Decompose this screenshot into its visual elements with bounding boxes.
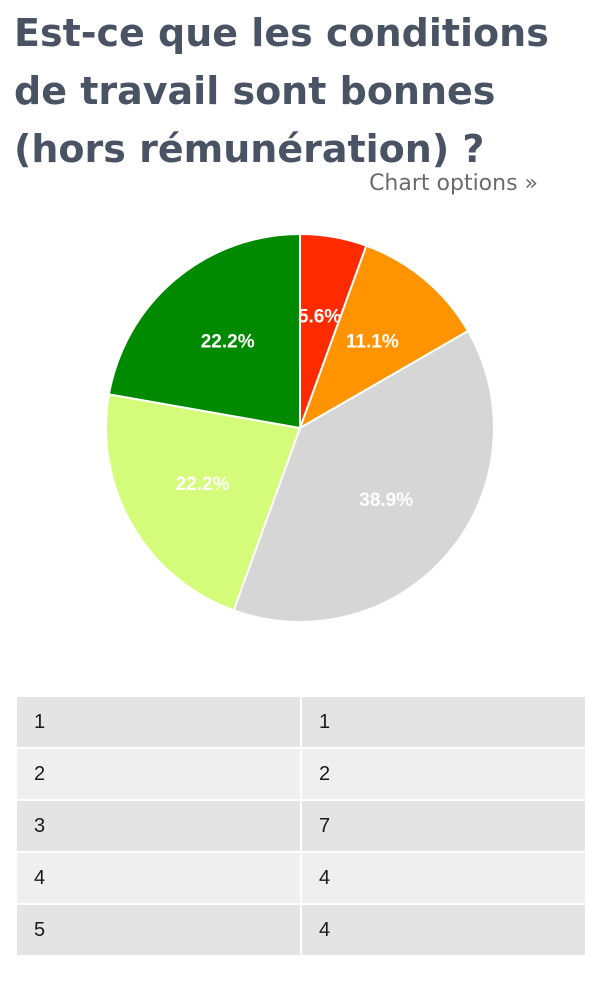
table-row: 1 1 — [15, 695, 587, 749]
pie-label-5: 22.2% — [201, 331, 255, 352]
table-row: 5 4 — [15, 903, 587, 957]
pie-label-4: 22.2% — [176, 474, 230, 495]
pie-slice-2[interactable] — [298, 244, 470, 431]
pie-label-2: 11.1% — [346, 331, 399, 352]
chart-options-link[interactable]: Chart options » — [369, 171, 538, 196]
table-cell: 4 — [300, 851, 587, 905]
table-cell: 4 — [300, 903, 587, 957]
table-cell: 7 — [300, 799, 587, 853]
table-cell: 1 — [15, 695, 302, 749]
pie-slice-5[interactable] — [107, 232, 301, 430]
pie-slice-3[interactable] — [232, 329, 495, 623]
table-row: 4 4 — [15, 851, 587, 905]
pie-slice-4[interactable] — [105, 393, 302, 612]
page-title: Est-ce que les conditions de travail son… — [14, 11, 549, 171]
data-table: 1 1 2 2 3 7 4 4 5 4 — [15, 695, 587, 957]
table-cell: 1 — [300, 695, 587, 749]
table-cell: 5 — [15, 903, 302, 957]
table-cell: 2 — [15, 747, 302, 801]
table-row: 3 7 — [15, 799, 587, 853]
pie-label-1: 5.6% — [298, 307, 341, 328]
table-cell: 2 — [300, 747, 587, 801]
table-row: 2 2 — [15, 747, 587, 801]
table-cell: 3 — [15, 799, 302, 853]
pie-chart: 5.6%11.1% 38.9% 22.2% 22.2% — [105, 232, 495, 623]
pie-label-3: 38.9% — [359, 490, 413, 511]
table-cell: 4 — [15, 851, 302, 905]
